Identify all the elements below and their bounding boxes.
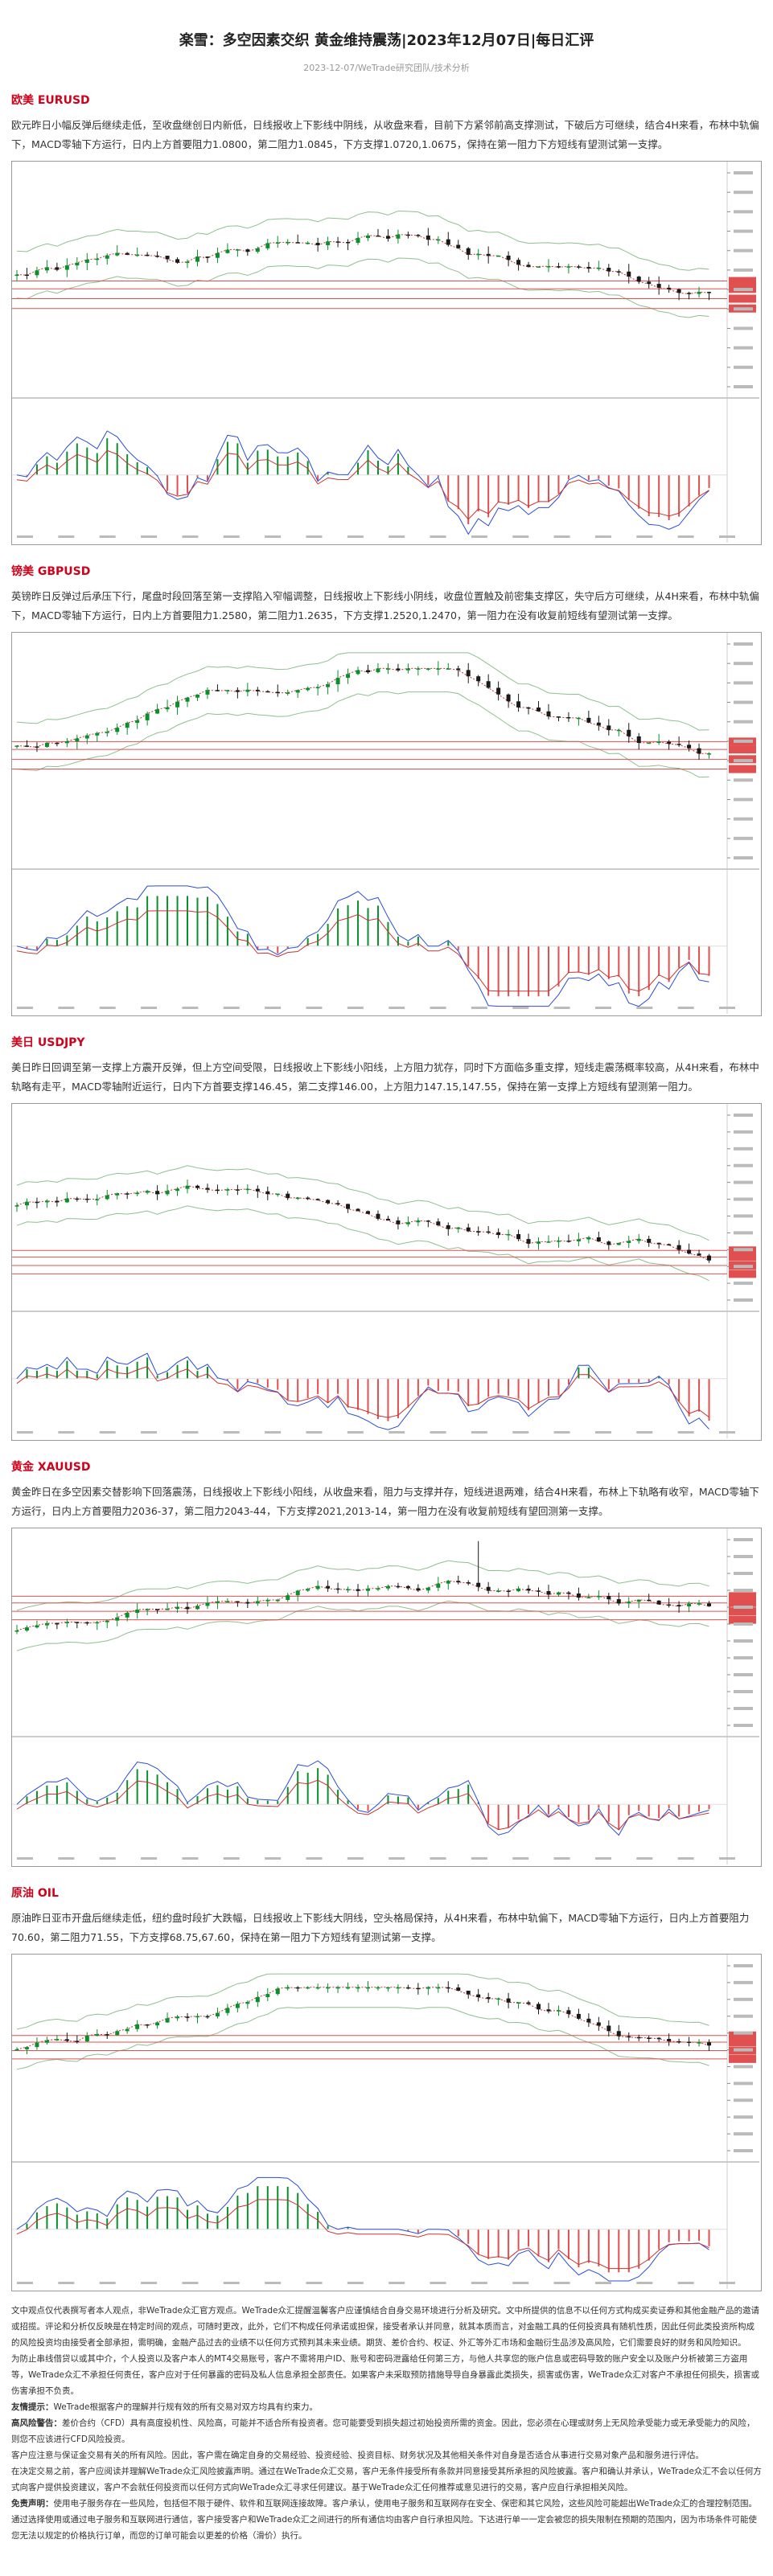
page-title: 楽雪：多空因素交织 黄金维持震荡|2023年12月07日|每日汇评 <box>179 32 594 49</box>
section-analysis: 英镑昨日反弹过后承压下行，尾盘时段回落至第一支撑陷入窄幅调整，日线报收上下影线小… <box>11 590 759 621</box>
label: 免责声明： <box>11 2499 54 2508</box>
price-chart-image <box>11 1954 762 2291</box>
chart-graphic <box>12 1104 759 1438</box>
chart-graphic <box>12 1528 759 1864</box>
chart-graphic <box>12 633 759 1014</box>
section-oil: 原油 OIL 原油昨日亚市开盘后继续走低，纽约盘时段扩大跌幅，日线报收上下影线大… <box>11 1885 762 2291</box>
section-heading: 黄金 XAUUSD <box>11 1461 91 1474</box>
disclaimer-paragraph: 在决定交易之前，客户应阅读并理解WeTrade众汇风险披露声明。通过在WeTra… <box>11 2467 762 2492</box>
section-heading: 镑美 GBPUSD <box>11 565 91 578</box>
section-usdjpy: 美日 USDJPY 美日昨日回调至第一支撑上方震开反弹，但上方空间受限，日线报收… <box>11 1034 762 1441</box>
price-chart-image <box>11 1528 762 1867</box>
price-chart-image <box>11 632 762 1016</box>
disclaimer-paragraph: 文中观点仅代表撰写者本人观点，非WeTrade众汇官方观点。WeTrade众汇提… <box>11 2306 759 2348</box>
section-heading: 美日 USDJPY <box>11 1036 85 1049</box>
section-xauusd: 黄金 XAUUSD 黄金昨日在多空因素交替影响下回落震荡，日线报收上下影线小阳线… <box>11 1458 762 1867</box>
price-chart-image <box>11 161 762 545</box>
label: 高风险警告： <box>11 2418 62 2428</box>
section-analysis: 欧元昨日小幅反弹后继续走低，至收盘继创日内新低，日线报收上下影线中阴线，从收盘来… <box>11 119 759 150</box>
article-meta: 2023-12-07/WeTrade研究团队/技术分析 <box>303 63 470 73</box>
chart-graphic <box>12 162 759 543</box>
disclaimer-paragraph: 为防止串线借贷以或其中介，个人投资以及客户本人的MT4交易账号，客户不需将用户I… <box>11 2354 759 2396</box>
section-heading: 欧美 EURUSD <box>11 94 90 107</box>
section-analysis: 黄金昨日在多空因素交替影响下回落震荡，日线报收上下影线小阳线，从收盘来看，阻力与… <box>11 1486 759 1517</box>
section-eurusd: 欧美 EURUSD 欧元昨日小幅反弹后继续走低，至收盘继创日内新低，日线报收上下… <box>11 92 762 545</box>
disclaimer-paragraph: 免责声明：使用电子服务存在一些风险，包括但不限于硬件、软件和互联网连接故障。客户… <box>11 2496 762 2512</box>
disclaimer-paragraph: 通过选择使用或通过电子服务和互联网进行通信，客户接受客户和WeTrade众汇之间… <box>11 2515 757 2541</box>
text: 差价合约（CFD）具有高度投机性、风险高，可能并不适合所有投资者。您可能要受到损… <box>11 2418 755 2444</box>
section-heading: 原油 OIL <box>11 1887 59 1900</box>
disclaimer: 文中观点仅代表撰写者本人观点，非WeTrade众汇官方观点。WeTrade众汇提… <box>11 2303 762 2576</box>
label: 友情提示： <box>11 2402 54 2412</box>
section-analysis: 原油昨日亚市开盘后继续走低，纽约盘时段扩大跌幅，日线报收上下影线大阴线，空头格局… <box>11 1912 750 1943</box>
disclaimer-paragraph: 高风险警告：差价合约（CFD）具有高度投机性、风险高，可能并不适合所有投资者。您… <box>11 2415 762 2447</box>
section-gbpusd: 镑美 GBPUSD 英镑昨日反弹过后承压下行，尾盘时段回落至第一支撑陷入窄幅调整… <box>11 563 762 1016</box>
chart-graphic <box>12 1955 759 2289</box>
price-chart-image <box>11 1103 762 1441</box>
text: 使用电子服务存在一些风险，包括但不限于硬件、软件和互联网连接故障。客户承认，使用… <box>53 2499 757 2508</box>
text: WeTrade根据客户的理解并行规有效的所有交易对双方均具有约束力。 <box>53 2402 318 2412</box>
section-analysis: 美日昨日回调至第一支撑上方震开反弹，但上方空间受限，日线报收上下影线小阳线，上方… <box>11 1061 759 1093</box>
disclaimer-paragraph: 友情提示：WeTrade根据客户的理解并行规有效的所有交易对双方均具有约束力。 <box>11 2399 762 2415</box>
disclaimer-paragraph: 客户应注意与保证金交易有关的所有风险。因此，客户需在确定自身的交易经验、投资经验… <box>11 2451 704 2460</box>
